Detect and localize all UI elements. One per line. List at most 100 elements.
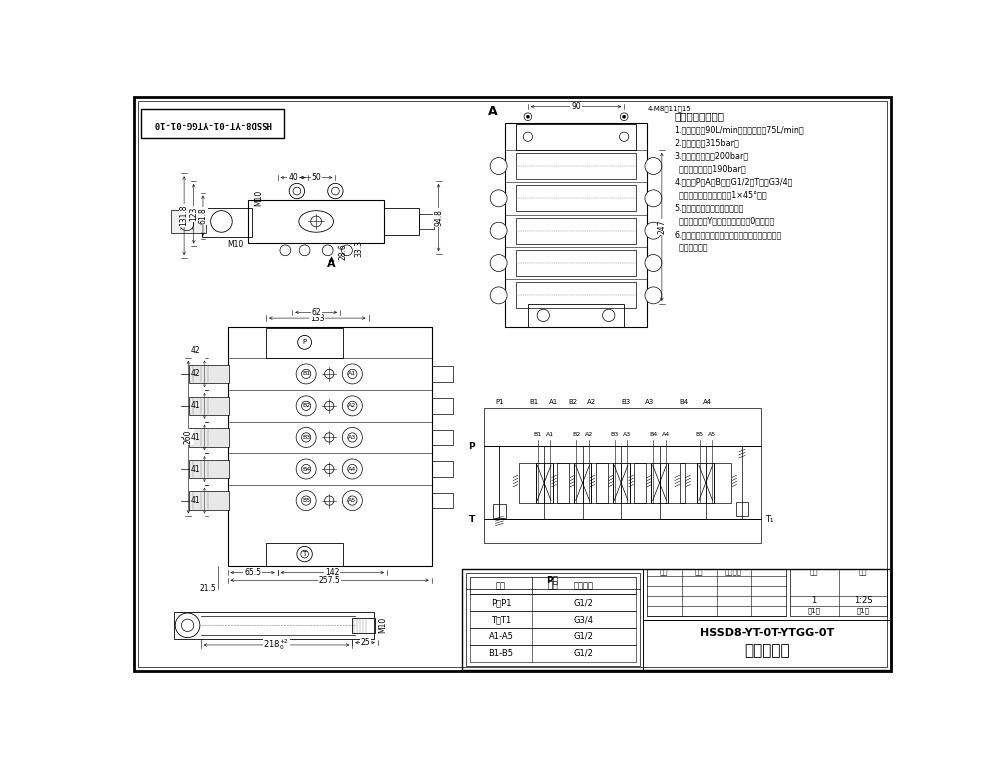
Bar: [266, 543, 343, 565]
Text: B5: B5: [696, 432, 704, 438]
Bar: [574, 463, 591, 503]
Circle shape: [645, 287, 662, 304]
Bar: [432, 461, 453, 476]
Circle shape: [603, 309, 615, 322]
Bar: [141, 109, 284, 139]
Bar: [470, 628, 636, 645]
Text: B4: B4: [649, 432, 658, 438]
Circle shape: [296, 428, 316, 447]
Circle shape: [490, 158, 507, 174]
Bar: [553, 463, 569, 503]
Text: 133: 133: [310, 314, 325, 323]
Bar: [352, 618, 375, 632]
Bar: [680, 463, 697, 503]
Text: 94.8: 94.8: [434, 209, 443, 226]
Text: 33.3: 33.3: [354, 240, 363, 257]
Bar: [266, 329, 343, 358]
Text: 螺紋规格: 螺紋规格: [574, 581, 594, 591]
Bar: [432, 430, 453, 445]
Text: B5: B5: [302, 498, 310, 503]
Bar: [714, 463, 731, 503]
Text: G1/2: G1/2: [574, 598, 594, 607]
Bar: [484, 408, 761, 543]
Bar: [470, 645, 636, 662]
Circle shape: [645, 222, 662, 239]
Text: A1: A1: [348, 371, 356, 377]
Circle shape: [332, 187, 339, 195]
Bar: [248, 200, 384, 243]
Circle shape: [348, 496, 357, 505]
Text: 第1页: 第1页: [857, 608, 870, 614]
Bar: [432, 366, 453, 381]
Bar: [613, 463, 630, 503]
Text: 共1页: 共1页: [808, 608, 821, 614]
Text: B3: B3: [622, 399, 631, 405]
Bar: [668, 463, 685, 503]
Circle shape: [297, 546, 312, 562]
Circle shape: [645, 158, 662, 174]
Text: T: T: [469, 515, 475, 524]
Circle shape: [348, 433, 357, 442]
Text: B4: B4: [302, 466, 310, 472]
Circle shape: [620, 113, 628, 120]
Bar: [596, 463, 613, 503]
Circle shape: [301, 550, 308, 558]
Circle shape: [296, 396, 316, 416]
Text: T₁: T₁: [765, 515, 773, 524]
Circle shape: [302, 433, 311, 442]
Circle shape: [211, 211, 232, 232]
Text: 131.8: 131.8: [180, 205, 189, 227]
Text: T、T1: T、T1: [491, 615, 511, 624]
Text: B2: B2: [302, 403, 310, 409]
Circle shape: [537, 309, 549, 322]
Bar: [419, 214, 434, 229]
Text: 257.5: 257.5: [319, 576, 340, 584]
Text: 41: 41: [191, 433, 201, 442]
Bar: [432, 493, 453, 508]
Circle shape: [645, 255, 662, 272]
Circle shape: [302, 369, 311, 378]
Text: A4: A4: [703, 399, 712, 405]
Text: 1:2S: 1:2S: [854, 596, 872, 605]
Bar: [171, 210, 206, 233]
Bar: [466, 573, 640, 666]
Text: 247: 247: [657, 220, 666, 234]
Text: 均为平面密封，螺紋孔口1×45°角；: 均为平面密封，螺紋孔口1×45°角；: [674, 191, 767, 199]
Text: A4: A4: [662, 432, 670, 438]
Text: B1: B1: [534, 432, 542, 438]
Circle shape: [523, 132, 533, 142]
Bar: [189, 396, 229, 415]
Text: 5.控制方式：手动、弹簧复位；: 5.控制方式：手动、弹簧复位；: [674, 204, 744, 213]
Text: T: T: [302, 551, 307, 557]
Text: 123: 123: [189, 206, 198, 221]
Bar: [697, 463, 714, 503]
Circle shape: [296, 459, 316, 479]
Text: M10: M10: [254, 190, 263, 206]
Text: 41: 41: [191, 496, 201, 505]
Circle shape: [490, 255, 507, 272]
Circle shape: [181, 619, 194, 632]
Text: 日期: 日期: [695, 568, 703, 575]
Circle shape: [342, 364, 362, 384]
Bar: [651, 463, 668, 503]
Text: 40: 40: [288, 173, 298, 182]
Bar: [174, 612, 374, 638]
Text: 50: 50: [311, 173, 321, 182]
Text: 1.最大流量：90L/min；额定流量：75L/min；: 1.最大流量：90L/min；额定流量：75L/min；: [674, 126, 804, 134]
Circle shape: [348, 401, 357, 410]
Bar: [634, 463, 651, 503]
Text: P体: P体: [547, 575, 559, 584]
Text: A3: A3: [623, 432, 631, 438]
Bar: [189, 492, 229, 510]
Text: 接口: 接口: [496, 581, 506, 591]
Circle shape: [311, 216, 322, 227]
Text: 41: 41: [191, 464, 201, 473]
Text: M10: M10: [378, 617, 387, 633]
Circle shape: [342, 459, 362, 479]
Circle shape: [526, 115, 529, 118]
Text: A3: A3: [645, 399, 654, 405]
Circle shape: [325, 401, 334, 410]
Bar: [228, 327, 432, 565]
Text: 签字: 签字: [660, 568, 668, 575]
Text: 五联多路阀: 五联多路阀: [745, 643, 790, 658]
